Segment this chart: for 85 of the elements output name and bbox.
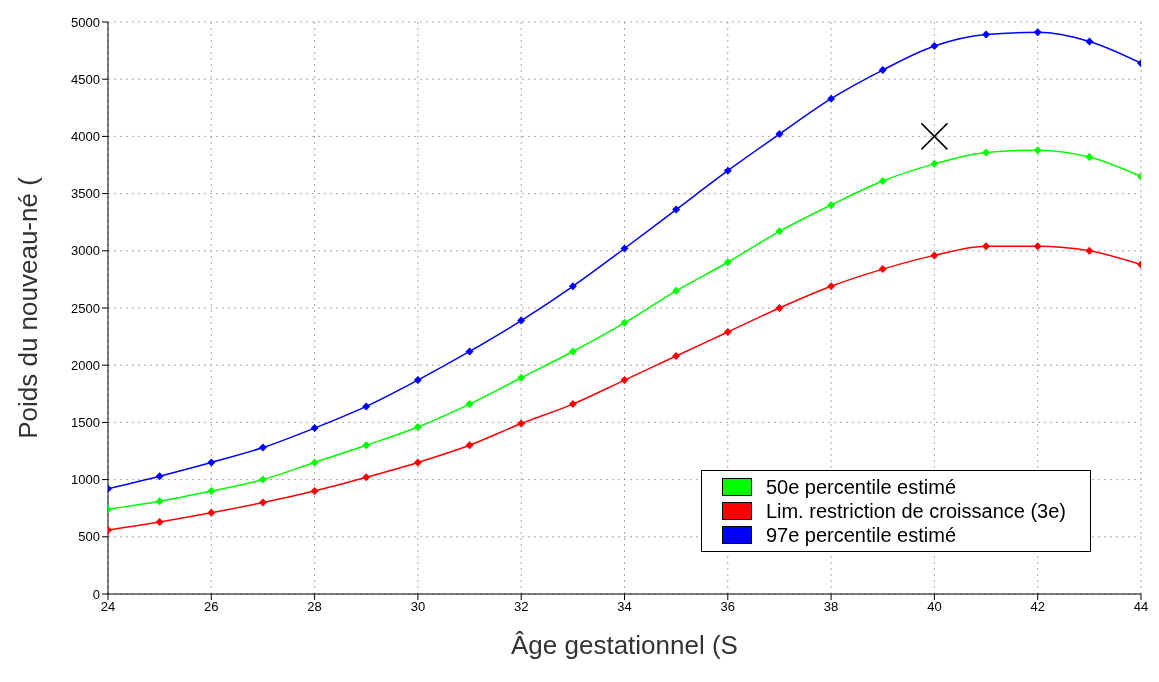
point [517,419,526,428]
x-tick-label: 44 [1133,599,1149,615]
point [878,177,887,186]
point [672,205,681,214]
point [258,443,267,452]
point [568,400,577,409]
x-tick-label: 30 [410,599,426,615]
point [982,242,991,251]
point [878,66,887,75]
point [1033,146,1042,155]
point [775,130,784,139]
y-tick-label: 2500 [71,300,100,316]
x-tick-label: 42 [1030,599,1045,615]
point [878,265,887,274]
y-tick-label: 1500 [71,415,100,431]
point [620,376,629,385]
y-tick-label: 4000 [71,129,100,145]
point [362,402,371,411]
point [620,318,629,327]
point [207,458,216,467]
x-tick-label: 28 [307,599,322,615]
point [1085,152,1094,161]
point [1033,28,1042,37]
point [827,94,836,103]
point [930,251,939,260]
point [930,159,939,168]
y-tick-label: 4500 [71,71,100,87]
point [465,400,474,409]
point [517,316,526,325]
y-tick-label: 3500 [71,186,100,202]
point [310,487,319,496]
point [155,497,164,506]
y-axis-title: Poids du nouveau-né ( [13,176,44,439]
point [672,286,681,295]
point [465,441,474,450]
y-tick-label: 3000 [71,243,100,259]
point [362,473,371,482]
point [672,352,681,361]
point [568,347,577,356]
point [1085,246,1094,255]
point [827,201,836,210]
point [723,258,732,267]
y-tick-label: 500 [78,529,100,545]
legend-label: Lim. restriction de croissance (3e) [765,499,1066,523]
x-tick-label: 38 [823,599,839,615]
point [775,304,784,312]
point [310,458,319,467]
point [413,376,422,385]
x-tick-label: 34 [617,599,632,615]
point [982,30,991,39]
point [207,508,216,517]
x-tick-label: 36 [720,599,736,615]
point [723,166,732,175]
point [723,328,732,337]
point [620,244,629,253]
x-tick-label: 24 [100,599,116,615]
y-tick-label: 5000 [71,14,100,30]
legend-label: 97e percentile estimé [765,523,956,547]
point [413,422,422,431]
x-tick-label: 26 [204,599,219,615]
y-tick-label: 2000 [71,357,100,373]
point [258,475,267,484]
point [827,282,836,291]
point [982,148,991,157]
y-tick-label: 0 [92,586,100,602]
x-axis-title: Âge gestationnel (S [511,630,738,660]
point [155,517,164,526]
point [517,373,526,382]
point [413,458,422,467]
point [775,227,784,236]
x-tick-label: 32 [513,599,529,615]
point [1085,37,1094,46]
point [920,122,949,151]
point [362,441,371,450]
point [568,282,577,291]
point [258,498,267,507]
legend-label: 50e percentile estimé [765,475,956,499]
point [930,42,939,51]
point [155,472,164,481]
point [1033,242,1042,251]
point [310,424,319,433]
x-tick-label: 40 [927,599,942,615]
y-tick-label: 1000 [71,472,100,488]
point [465,347,474,356]
point [207,487,216,496]
